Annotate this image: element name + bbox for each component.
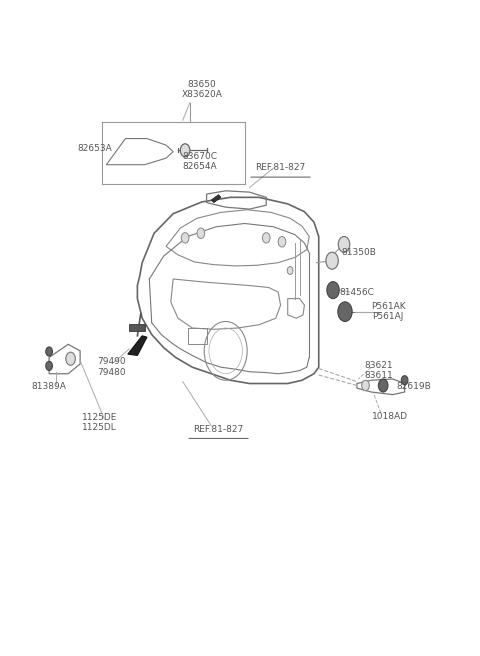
Circle shape — [378, 379, 388, 392]
Circle shape — [401, 376, 408, 385]
Text: 1018AD: 1018AD — [372, 412, 408, 420]
Text: 83621
83611: 83621 83611 — [364, 361, 393, 380]
Text: 82653A: 82653A — [77, 144, 112, 153]
Circle shape — [263, 233, 270, 243]
Polygon shape — [129, 324, 144, 331]
Text: 1125DE
1125DL: 1125DE 1125DL — [82, 413, 117, 432]
Text: 83670C
82654A: 83670C 82654A — [182, 152, 217, 171]
Circle shape — [278, 237, 286, 247]
Circle shape — [327, 281, 339, 298]
Text: P561AK
P561AJ: P561AK P561AJ — [371, 302, 405, 321]
Circle shape — [326, 252, 338, 269]
Circle shape — [197, 228, 204, 239]
Circle shape — [287, 266, 293, 274]
Text: REF.81-827: REF.81-827 — [255, 163, 306, 173]
Circle shape — [46, 347, 52, 356]
Circle shape — [181, 233, 189, 243]
Circle shape — [46, 361, 52, 371]
Circle shape — [180, 144, 190, 157]
Circle shape — [362, 380, 369, 391]
Circle shape — [338, 302, 352, 321]
Text: 82619B: 82619B — [397, 382, 432, 391]
Text: REF.81-827: REF.81-827 — [193, 424, 244, 434]
Text: 81389A: 81389A — [32, 382, 67, 391]
Polygon shape — [211, 195, 221, 203]
Circle shape — [66, 352, 75, 365]
Text: 81456C: 81456C — [339, 287, 374, 297]
Text: 83650
X83620A: 83650 X83620A — [181, 80, 222, 99]
Circle shape — [338, 237, 350, 252]
Text: 79490
79480: 79490 79480 — [97, 358, 125, 377]
Polygon shape — [128, 336, 147, 356]
Text: 81350B: 81350B — [342, 249, 377, 257]
